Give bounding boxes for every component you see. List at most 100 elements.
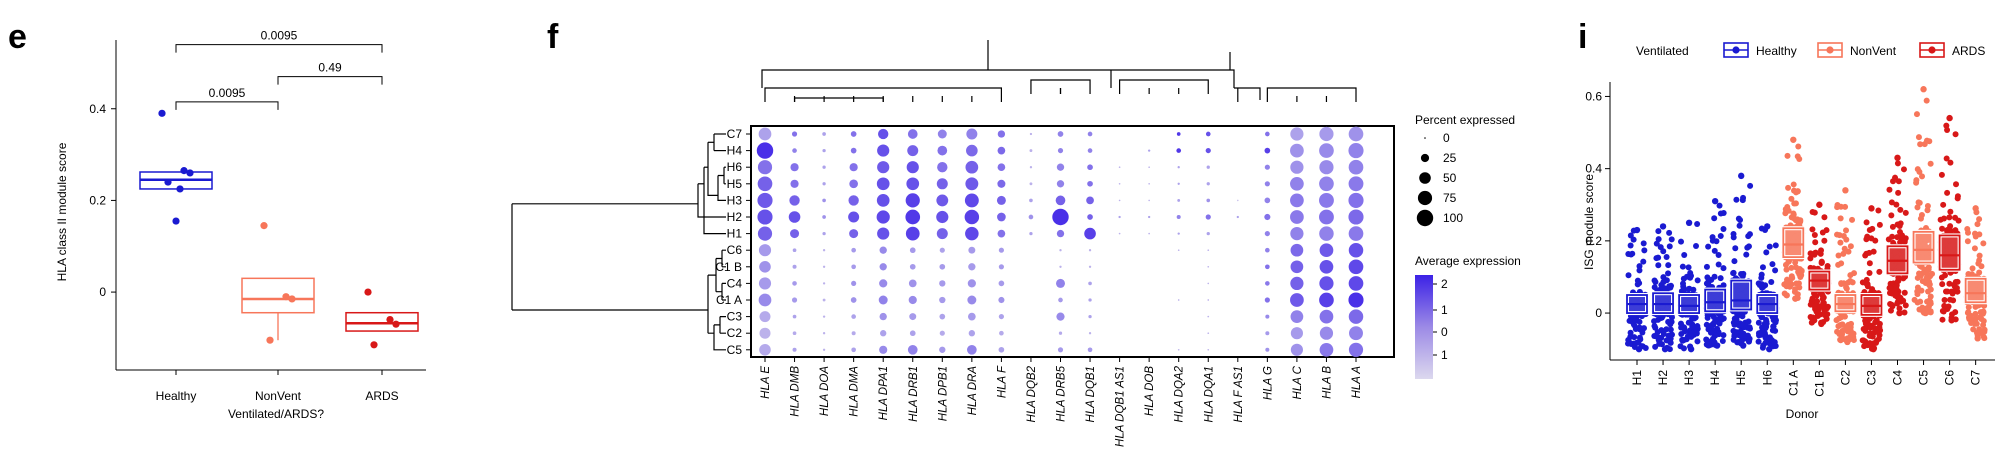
i-point xyxy=(1896,263,1903,270)
i-donor-c1-b: C1 B xyxy=(1807,201,1832,397)
dotplot-dot xyxy=(1290,293,1304,307)
size-legend-label: 100 xyxy=(1443,211,1463,225)
size-legend-label: 75 xyxy=(1443,191,1457,205)
i-point xyxy=(1842,326,1849,333)
i-point xyxy=(1819,295,1826,302)
i-point xyxy=(1895,178,1902,185)
i-point xyxy=(1628,304,1635,311)
i-point xyxy=(1716,202,1723,209)
i-point xyxy=(1807,264,1814,271)
i-point xyxy=(1655,254,1662,261)
i-point xyxy=(1663,326,1670,333)
i-point xyxy=(1911,296,1918,303)
dotplot-dot xyxy=(1177,182,1180,185)
dotplot-dot xyxy=(1290,343,1303,356)
dotplot-dot xyxy=(792,248,797,253)
i-point xyxy=(1888,212,1895,219)
i-point xyxy=(1677,320,1684,327)
i-point xyxy=(1894,154,1901,162)
i-donor-h1: H1 xyxy=(1625,226,1649,386)
i-point xyxy=(1762,339,1769,346)
i-point xyxy=(1737,328,1744,335)
i-point xyxy=(1710,320,1717,327)
i-point xyxy=(1974,221,1981,228)
i-point xyxy=(1719,338,1726,345)
dotplot-dot xyxy=(1319,176,1334,192)
dotplot-dot xyxy=(1176,148,1182,153)
i-donor-h5: H5 xyxy=(1729,172,1754,385)
i-point xyxy=(1625,272,1632,279)
dotplot-dot xyxy=(876,177,890,191)
i-point xyxy=(1694,221,1701,228)
dotplot-dot xyxy=(968,246,976,254)
dendro-branch xyxy=(764,87,1002,102)
i-point xyxy=(1717,232,1724,239)
dotplot-dot xyxy=(1236,215,1239,219)
dotplot-dot xyxy=(1319,126,1334,142)
i-donor-c4: C4 xyxy=(1885,154,1910,385)
f-row-label: C1 A xyxy=(716,293,742,307)
i-point xyxy=(1720,226,1727,233)
i-point xyxy=(1863,250,1870,257)
i-point xyxy=(1656,340,1663,347)
dotplot-dot xyxy=(1118,232,1121,235)
i-point xyxy=(1716,320,1723,327)
i-x-tick-label: C1 A xyxy=(1786,370,1800,396)
i-point xyxy=(1685,219,1693,227)
i-point xyxy=(1843,284,1850,291)
i-point xyxy=(1693,243,1700,250)
i-donor-c7: C7 xyxy=(1963,205,1988,385)
dotplot-dot xyxy=(997,179,1006,188)
i-point xyxy=(1655,228,1662,235)
dotplot-dot xyxy=(1319,276,1334,291)
i-point xyxy=(1863,219,1870,226)
dotplot-frame xyxy=(750,125,1395,358)
dotplot-dot xyxy=(996,195,1006,205)
dotplot-dot xyxy=(1056,180,1065,188)
i-point xyxy=(1637,336,1644,343)
i-point xyxy=(1944,189,1951,196)
i-point xyxy=(1835,252,1842,259)
i-box xyxy=(1704,288,1727,313)
colorbar-label: 1 xyxy=(1441,348,1448,362)
dotplot-dot xyxy=(849,163,858,172)
dotplot-dot xyxy=(1057,347,1064,353)
i-point xyxy=(1785,184,1792,191)
i-point xyxy=(1731,258,1738,265)
i-point xyxy=(1739,322,1746,329)
dotplot-dot xyxy=(1207,282,1210,285)
i-point xyxy=(1938,274,1945,281)
i-box-halo xyxy=(1937,233,1962,272)
i-point xyxy=(1640,258,1647,265)
i-point xyxy=(1836,232,1843,239)
i-point xyxy=(1745,233,1752,240)
i-point xyxy=(1788,273,1795,280)
dotplot-dot xyxy=(1264,197,1271,204)
i-point xyxy=(1944,288,1951,295)
colorbar-label: 1 xyxy=(1441,303,1448,317)
i-x-tick-label: H1 xyxy=(1630,370,1644,386)
i-point xyxy=(1896,229,1903,236)
i-point xyxy=(1843,227,1850,234)
i-point xyxy=(1972,205,1979,212)
i-point xyxy=(1892,290,1899,297)
e-x-tick-label: Healthy xyxy=(156,389,197,403)
dotplot-dot xyxy=(792,314,797,319)
i-point xyxy=(1792,295,1799,302)
i-point xyxy=(1633,304,1640,311)
dotplot-dot xyxy=(1059,249,1062,252)
i-point xyxy=(1668,236,1675,243)
i-point xyxy=(1849,279,1856,286)
i-x-tick-label: C6 xyxy=(1943,370,1957,386)
dotplot-dot xyxy=(1118,215,1121,219)
i-point xyxy=(1869,307,1876,314)
i-point xyxy=(1939,308,1946,315)
i-point xyxy=(1717,275,1724,282)
dotplot-dot xyxy=(907,145,919,157)
dotplot-dot xyxy=(1236,199,1239,202)
i-point xyxy=(1980,308,1987,315)
dotplot-dot xyxy=(1056,163,1065,171)
dotplot-dot xyxy=(937,162,948,173)
dotplot-dot xyxy=(851,314,856,319)
dotplot-dot xyxy=(1264,181,1270,187)
